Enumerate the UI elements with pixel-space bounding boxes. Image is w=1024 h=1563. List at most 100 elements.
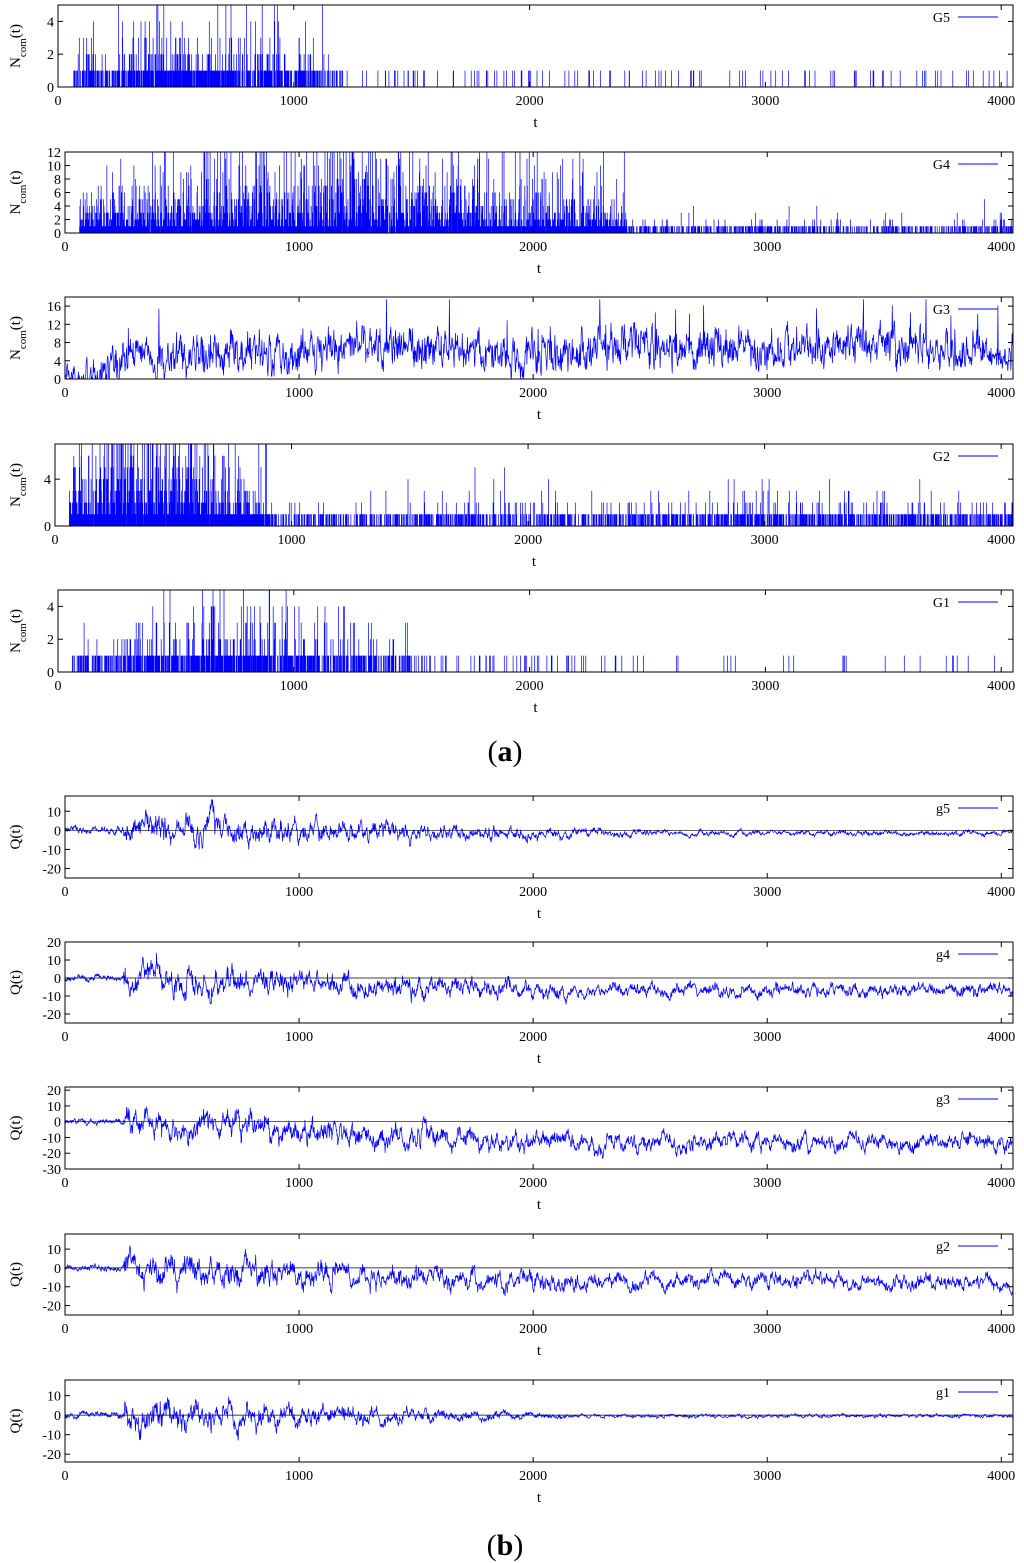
chart-panel-g2: 0 1000 2000 3000 4000 -20 -10 0 10 t Q(t) g2	[8, 1233, 1015, 1359]
plot-frame	[64, 296, 1014, 380]
y-tick-label: 0	[54, 1116, 61, 1131]
x-tick-label: 0	[62, 386, 69, 401]
plot-frame	[64, 1379, 1014, 1463]
y-tick-label: 10	[47, 160, 61, 175]
plot-frame	[57, 589, 1014, 673]
y-tick-label: 0	[54, 1409, 61, 1424]
x-axis-label: t	[537, 261, 542, 277]
y-axis-label: Ncom(t)	[8, 171, 29, 215]
plot-frame	[64, 1086, 1014, 1170]
legend-label: g2	[936, 1240, 950, 1255]
x-tick-label: 3000	[753, 1030, 781, 1045]
legend-label: g1	[936, 1386, 950, 1401]
x-axis-label: t	[537, 1197, 542, 1213]
x-axis-label: t	[537, 407, 542, 423]
y-tick-label: 10	[47, 1100, 61, 1115]
y-tick-label: -10	[42, 843, 61, 858]
plot-frame	[57, 4, 1014, 88]
y-tick-label: 10	[47, 1390, 61, 1405]
y-tick-label: -20	[42, 1008, 61, 1023]
x-tick-label: 2000	[519, 1030, 547, 1045]
x-tick-label: 0	[55, 679, 62, 694]
y-tick-label: 0	[54, 373, 61, 388]
chart-panel-G5: 0 1000 2000 3000 4000 0 2 4 t Ncom(t) G5	[8, 4, 1015, 131]
x-tick-label: 0	[52, 533, 59, 548]
legend-label: g3	[936, 1093, 950, 1108]
x-tick-label: 0	[62, 1322, 69, 1337]
legend-label: G3	[933, 303, 950, 318]
x-axis-label: t	[537, 906, 542, 922]
chart-panel-g4: 0 1000 2000 3000 4000 -20 -10 0 10 20 t Q(t) g4	[8, 936, 1015, 1067]
x-tick-label: 1000	[285, 1176, 313, 1191]
y-tick-label: 4	[47, 15, 54, 30]
legend-label: G5	[933, 11, 950, 26]
legend-label: G2	[933, 450, 950, 465]
x-tick-label: 0	[62, 240, 69, 255]
y-tick-label: 4	[47, 600, 54, 615]
x-tick-label: 1000	[280, 94, 308, 109]
x-tick-label: 2000	[514, 533, 542, 548]
x-tick-label: 1000	[285, 885, 313, 900]
series-line-G2	[69, 444, 1013, 526]
x-tick-label: 3000	[753, 1322, 781, 1337]
x-tick-label: 3000	[751, 533, 779, 548]
series-line-g5	[65, 799, 1013, 850]
y-axis-label: Q(t)	[8, 1262, 24, 1287]
x-axis-label: t	[533, 700, 538, 716]
y-tick-label: 20	[47, 1084, 61, 1099]
chart-panel-G3: 0 1000 2000 3000 4000 0 4 8 12 16 t Ncom(t) G3	[8, 296, 1015, 423]
x-tick-label: 0	[55, 94, 62, 109]
y-tick-label: -10	[42, 1429, 61, 1444]
y-tick-label: -30	[42, 1163, 61, 1178]
y-tick-label: 0	[44, 520, 51, 535]
series-line-G5	[72, 5, 1013, 87]
x-tick-label: 1000	[278, 533, 306, 548]
legend-label: g5	[936, 802, 950, 817]
x-tick-label: 3000	[753, 885, 781, 900]
x-tick-label: 4000	[987, 533, 1015, 548]
x-tick-label: 1000	[285, 1469, 313, 1484]
y-tick-label: -20	[42, 1448, 61, 1463]
y-tick-label: 12	[47, 146, 61, 161]
x-axis-label: t	[537, 1343, 542, 1359]
y-axis-label: Ncom(t)	[8, 463, 29, 507]
series-line-g3	[65, 1106, 1013, 1159]
plot-frame	[64, 941, 1014, 1024]
legend: G1	[933, 596, 998, 611]
x-tick-label: 4000	[987, 240, 1015, 255]
legend-label: G4	[933, 158, 950, 173]
x-tick-label: 3000	[753, 1176, 781, 1191]
y-tick-label: 10	[47, 805, 61, 820]
chart-panel-G2: 0 1000 2000 3000 4000 0 4 t Ncom(t) G2	[8, 443, 1015, 570]
x-tick-label: 3000	[751, 94, 779, 109]
x-tick-label: 4000	[987, 1322, 1015, 1337]
y-tick-label: -20	[42, 862, 61, 877]
y-axis-label: Q(t)	[8, 970, 24, 995]
x-tick-label: 1000	[285, 1322, 313, 1337]
chart-panel-G1: 0 1000 2000 3000 4000 0 2 4 t Ncom(t) G1	[8, 589, 1015, 716]
legend: G5	[933, 11, 998, 26]
x-tick-label: 4000	[987, 1030, 1015, 1045]
plot-frame	[64, 795, 1014, 879]
panel-label-a-letter: a	[498, 735, 513, 768]
y-tick-label: -10	[42, 990, 61, 1005]
x-axis-label: t	[533, 115, 538, 131]
chart-panel-g1: 0 1000 2000 3000 4000 -20 -10 0 10 t Q(t) g1	[8, 1379, 1015, 1506]
y-axis-label: Ncom(t)	[8, 609, 29, 653]
y-tick-label: 4	[44, 473, 51, 488]
x-tick-label: 2000	[519, 885, 547, 900]
y-axis-label: Ncom(t)	[8, 316, 29, 360]
chart-panel-g5: 0 1000 2000 3000 4000 -20 -10 0 10 t Q(t) g5	[8, 795, 1015, 922]
legend: g3	[936, 1093, 998, 1108]
y-tick-label: -20	[42, 1300, 61, 1315]
y-tick-label: 8	[54, 173, 61, 188]
y-tick-label: 10	[47, 954, 61, 969]
legend: g2	[936, 1240, 998, 1255]
x-tick-label: 4000	[987, 885, 1015, 900]
x-tick-label: 4000	[987, 1469, 1015, 1484]
x-tick-label: 2000	[519, 386, 547, 401]
y-tick-label: -10	[42, 1281, 61, 1296]
